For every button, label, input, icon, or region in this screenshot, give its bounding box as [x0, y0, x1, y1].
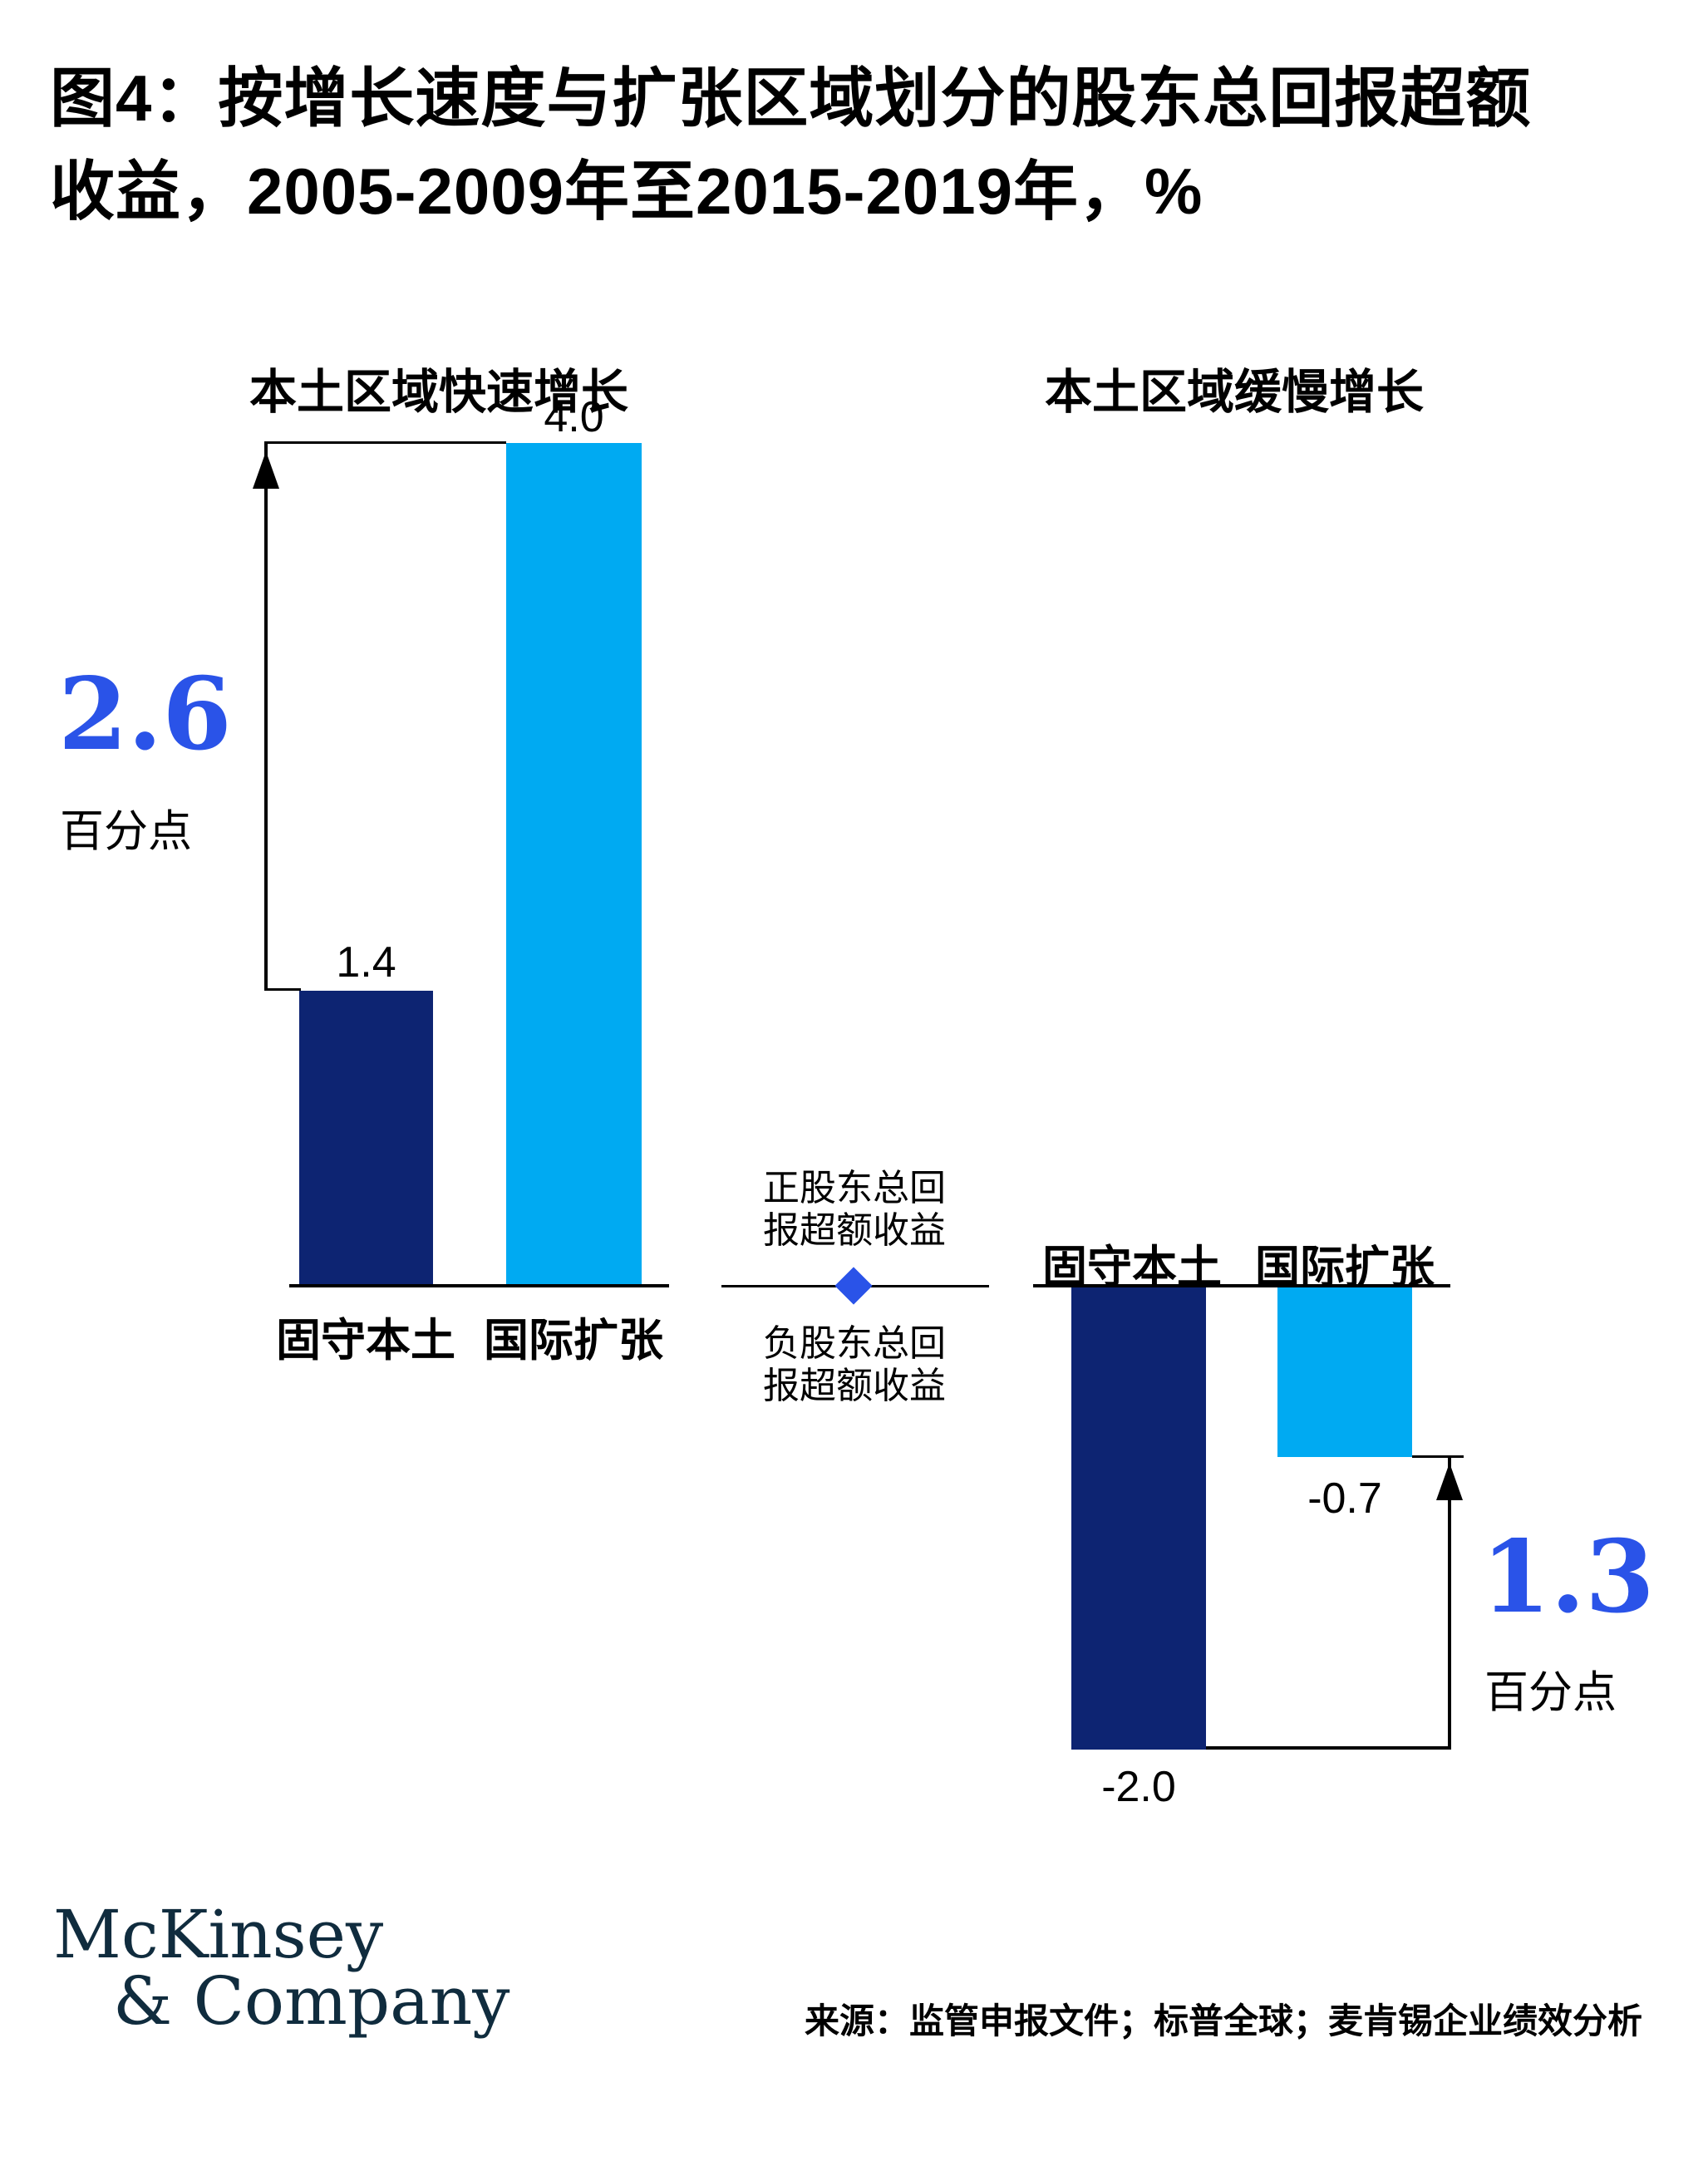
- left-bar-international-expansion: [506, 443, 642, 1286]
- left-delta-arrow-line: [264, 441, 268, 991]
- figure-title: 图4：按增长速度与扩张区域划分的股东总回报超额 收益，2005-2009年至20…: [50, 52, 1531, 238]
- legend-negative-label: 负股东总回 报超额收益: [730, 1322, 979, 1407]
- left-cat-label-stay-home: 固守本土: [276, 1316, 455, 1366]
- left-delta-value: 2.6: [58, 656, 232, 773]
- figure-title-line1: 图4：按增长速度与扩张区域划分的股东总回报超额: [50, 62, 1532, 135]
- right-delta-top-tick-line: [1412, 1455, 1464, 1458]
- mckinsey-logo-line2: & Company: [113, 1962, 510, 2040]
- legend-positive-label: 正股东总回 报超额收益: [730, 1167, 979, 1252]
- left-delta-arrowhead-icon: [253, 451, 279, 489]
- mckinsey-logo: McKinsey & Company: [53, 1902, 510, 2035]
- right-delta-arrowhead-icon: [1436, 1463, 1463, 1500]
- legend-positive-line2: 报超额收益: [763, 1210, 946, 1251]
- left-cat-label-international: 国际扩张: [484, 1316, 663, 1366]
- legend-diamond-icon: [834, 1267, 873, 1305]
- right-bar-international-expansion: [1277, 1287, 1412, 1457]
- right-delta-bottom-line: [1206, 1746, 1451, 1750]
- right-delta-value: 1.3: [1481, 1519, 1655, 1636]
- left-delta-bracket-top-line: [264, 441, 506, 444]
- left-bar-stay-home: [299, 991, 433, 1286]
- right-chart-baseline: [1033, 1284, 1450, 1287]
- right-delta-unit: 百分点: [1484, 1668, 1617, 1717]
- left-value-label-international: 4.0: [544, 393, 604, 441]
- left-value-label-stay-home: 1.4: [336, 938, 396, 987]
- right-value-label-stay-home: -2.0: [1101, 1763, 1176, 1811]
- right-bar-stay-home: [1071, 1287, 1206, 1750]
- right-delta-arrow-line: [1448, 1455, 1451, 1750]
- left-delta-unit: 百分点: [60, 807, 192, 856]
- right-chart-title: 本土区域缓慢增长: [1045, 366, 1424, 419]
- left-chart-baseline: [289, 1284, 669, 1287]
- legend-negative-line1: 负股东总回: [763, 1323, 946, 1364]
- source-note: 来源：监管申报文件；标普全球；麦肯锡企业绩效分析: [805, 2001, 1643, 2040]
- figure-title-line2: 收益，2005-2009年至2015-2019年，%: [50, 155, 1203, 228]
- legend-negative-line2: 报超额收益: [763, 1366, 946, 1406]
- left-delta-bracket-foot-line: [264, 988, 301, 991]
- legend-positive-line1: 正股东总回: [763, 1168, 946, 1208]
- left-chart-title: 本土区域快速增长: [249, 366, 628, 419]
- mckinsey-logo-line1: McKinsey: [53, 1896, 384, 1973]
- right-value-label-international: -0.7: [1307, 1474, 1382, 1523]
